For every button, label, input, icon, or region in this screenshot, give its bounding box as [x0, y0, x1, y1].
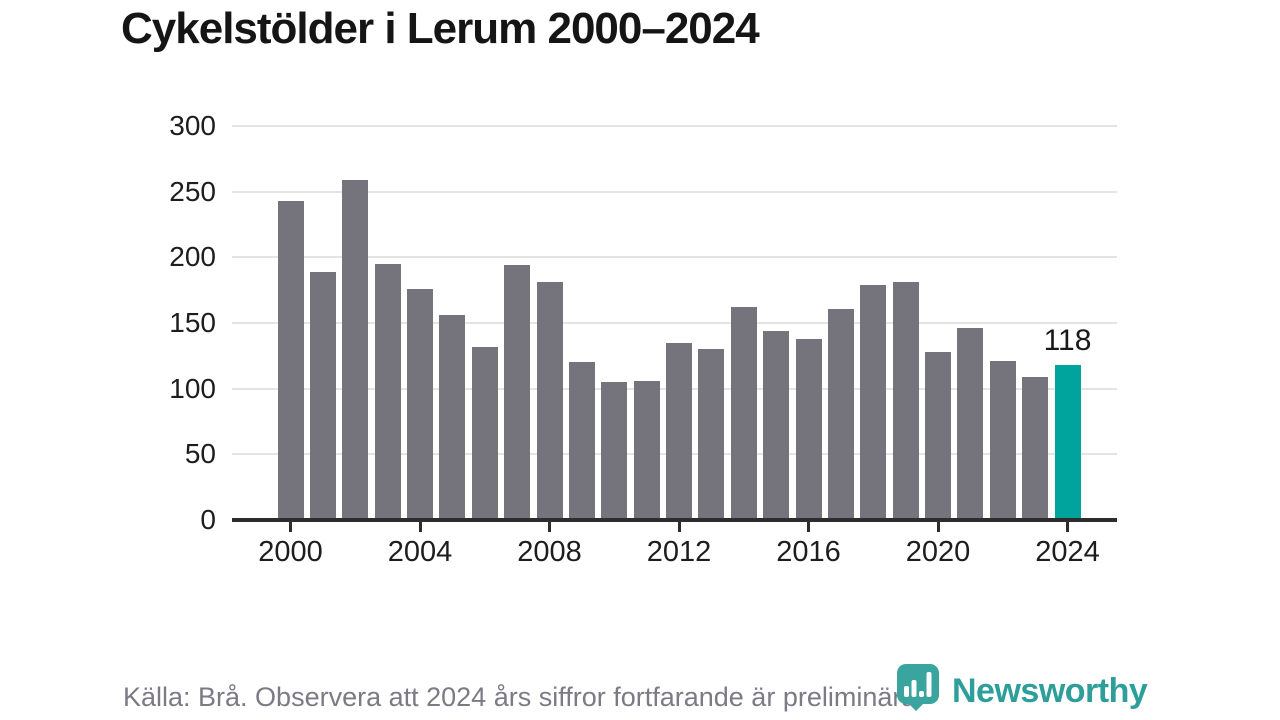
source-note: Källa: Brå. Observera att 2024 års siffr… [123, 682, 924, 712]
bar-2004 [407, 288, 433, 520]
bar-2022 [989, 361, 1016, 520]
bar-2011 [633, 380, 660, 520]
bar-2023 [1022, 376, 1049, 520]
x-axis-tick-2016 [807, 522, 810, 532]
x-axis-tick-2004 [418, 522, 422, 532]
y-axis-label-0: 0 [200, 504, 216, 535]
highlight-value-label: 118 [1043, 324, 1092, 358]
gridline-200 [232, 256, 1117, 259]
bar-2021 [957, 328, 984, 520]
bar-2019 [892, 282, 919, 520]
bar-2013 [698, 349, 725, 520]
y-axis-label-200: 200 [169, 241, 216, 273]
bar-2007 [504, 265, 531, 520]
newsworthy-logo: Newsworthy [897, 664, 1148, 711]
bar-2017 [827, 308, 854, 520]
bar-2006 [471, 346, 498, 520]
y-axis-label-100: 100 [169, 372, 216, 404]
bar-2024 [1054, 365, 1081, 520]
x-axis-label-2012: 2012 [646, 536, 712, 568]
bar-2016 [795, 338, 822, 520]
gridline-250 [232, 190, 1117, 193]
bar-2014 [730, 307, 757, 520]
y-axis-label-50: 50 [184, 438, 216, 470]
x-axis-tick-2008 [548, 522, 551, 532]
newsworthy-logo-text: Newsworthy [952, 672, 1148, 710]
chart-title: Cykelstölder i Lerum 2000–2024 [121, 4, 760, 53]
y-axis-label-250: 250 [169, 175, 216, 207]
bar-2000 [277, 200, 304, 520]
x-axis-label-2016: 2016 [776, 536, 841, 568]
bar-2003 [374, 263, 401, 520]
x-axis-label-2008: 2008 [517, 536, 582, 568]
gridline-150 [232, 322, 1117, 324]
x-axis-tick-2024 [1066, 522, 1069, 532]
x-axis-line [232, 518, 1117, 522]
bar-2005 [439, 315, 466, 520]
x-axis-tick-2000 [289, 522, 292, 532]
bar-2012 [666, 342, 692, 520]
x-axis-label-2000: 2000 [258, 536, 323, 568]
bar-2018 [860, 284, 887, 520]
x-axis-label-2004: 2004 [387, 536, 453, 568]
bar-2010 [601, 382, 628, 520]
gridline-300 [232, 125, 1117, 127]
x-axis-label-2024: 2024 [1035, 536, 1100, 568]
x-axis-label-2020: 2020 [905, 536, 971, 568]
bar-2002 [342, 179, 369, 520]
y-axis-label-300: 300 [169, 110, 216, 141]
bar-2001 [309, 271, 336, 520]
y-axis-label-150: 150 [169, 307, 216, 338]
bar-2015 [763, 330, 790, 520]
bar-2020 [925, 351, 951, 520]
bar-2009 [568, 362, 595, 520]
newsworthy-logo-icon [897, 664, 939, 711]
x-axis-tick-2012 [677, 522, 681, 532]
bar-2008 [536, 282, 563, 520]
x-axis-tick-2020 [936, 522, 940, 532]
